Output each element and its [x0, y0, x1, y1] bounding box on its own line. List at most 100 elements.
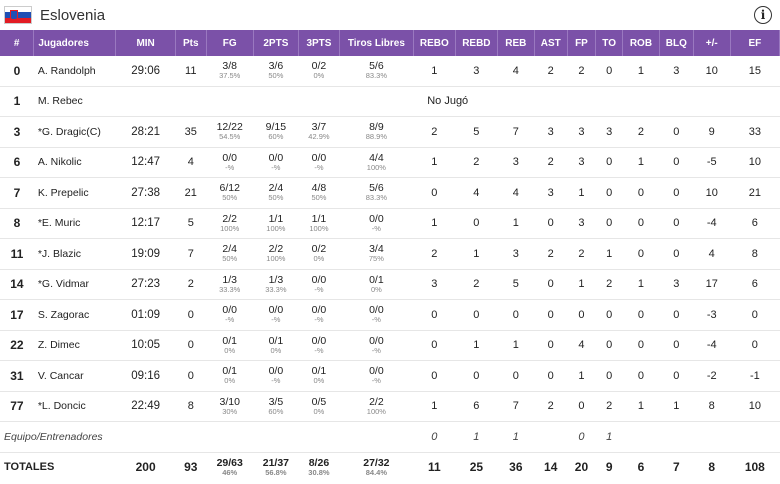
percentage: 60%	[268, 406, 284, 416]
made-attempted: 6/12	[219, 182, 240, 195]
stat-ef	[730, 421, 780, 453]
column-header[interactable]: REB	[497, 30, 535, 56]
stat-reb: 4	[497, 56, 535, 87]
column-header[interactable]: TO	[595, 30, 623, 56]
player-row[interactable]: 22 Z. Dimec 10:05 0 0/1 0% 0/1 0% 0/0 -% 0/0 -% 0 1 1 0…	[0, 330, 780, 361]
player-name: *G. Dragic(C)	[33, 116, 116, 148]
player-name: A. Randolph	[33, 56, 116, 87]
player-row[interactable]: 14 *G. Vidmar 27:23 2 1/3 33.3% 1/3 33.3% 0/0 -% 0…	[0, 269, 780, 300]
stat-to: 0	[595, 360, 623, 392]
column-header[interactable]: Jugadores	[33, 30, 117, 56]
stat-blq: 0	[659, 330, 694, 361]
totals-row: TOTALES 200 93 29/63 46% 21/37 56.8% 8/26 30.8% 2…	[0, 452, 780, 482]
minutes: 29:06	[115, 56, 176, 87]
stat-fp: 2	[567, 238, 596, 270]
column-header[interactable]: REBD	[455, 30, 498, 56]
percentage: -%	[371, 376, 381, 386]
column-header[interactable]: AST	[534, 30, 568, 56]
player-row[interactable]: 31 V. Cancar 09:16 0 0/1 0% 0/0 -% 0/1 0% 0/0 -% 0 0 0…	[0, 360, 780, 392]
percentage: -%	[314, 315, 324, 325]
points: 11	[175, 56, 207, 87]
player-number: 3	[0, 116, 34, 148]
made-attempted: 0/1	[311, 365, 327, 378]
column-header[interactable]: EF	[730, 30, 780, 56]
percentage: 83.3%	[365, 193, 388, 203]
percentage: 33.3%	[219, 284, 241, 294]
percentage: 100%	[366, 406, 386, 416]
stat-pm: 17	[693, 269, 731, 300]
player-number: 14	[0, 269, 34, 300]
made-attempted: 0/0	[222, 151, 238, 164]
percentage: 84.4%	[365, 467, 388, 477]
minutes: 12:17	[115, 208, 176, 239]
stat-fp: 0	[567, 391, 596, 422]
column-header[interactable]: REBO	[413, 30, 456, 56]
stat-ast: 3	[534, 116, 568, 148]
player-row[interactable]: 77 *L. Doncic 22:49 8 3/10 30% 3/5 60% 0/5 0% 2/2 1…	[0, 391, 780, 422]
percentage: -%	[271, 315, 281, 325]
made-attempted: 0/0	[222, 304, 238, 317]
percentage: 100%	[266, 223, 286, 233]
stat-rob: 0	[622, 360, 660, 392]
column-header[interactable]: MIN	[115, 30, 176, 56]
percentage: 50%	[222, 254, 238, 264]
stat-fp: 2	[567, 56, 596, 87]
percentage: 0%	[313, 376, 325, 386]
points: 0	[175, 299, 207, 331]
percentage: 42.9%	[308, 132, 330, 142]
column-header[interactable]: #	[0, 30, 35, 56]
column-header[interactable]: +/-	[693, 30, 731, 56]
minutes: 27:23	[115, 269, 176, 300]
total-rebo: 11	[427, 460, 441, 475]
percentage: 50%	[268, 71, 284, 81]
stat-ast: 2	[534, 391, 568, 422]
stat-blq: 0	[659, 238, 694, 270]
player-row[interactable]: 0 A. Randolph 29:06 11 3/8 37.5% 3/6 50% 0/2 0% 5/…	[0, 56, 780, 87]
total-rebd: 25	[469, 460, 484, 475]
column-header[interactable]: 3PTS	[298, 30, 340, 56]
made-attempted: 0/2	[311, 60, 327, 73]
percentage: -%	[371, 315, 381, 325]
column-header[interactable]: Tiros Libres	[339, 30, 414, 56]
total-rob: 6	[637, 460, 645, 475]
player-row[interactable]: 11 *J. Blazic 19:09 7 2/4 50% 2/2 100% 0/2 0% 3/4 7…	[0, 238, 780, 270]
made-attempted: 4/8	[311, 182, 327, 195]
percentage: 100%	[366, 162, 386, 172]
stat-fp: 3	[567, 147, 596, 178]
info-icon[interactable]: i	[754, 6, 772, 24]
team-header: Eslovenia i	[0, 0, 780, 30]
stat-blq	[659, 421, 694, 453]
player-row[interactable]: 7 K. Prepelic 27:38 21 6/12 50% 2/4 50% 4/8 50% 5/…	[0, 177, 780, 209]
player-number: 77	[0, 391, 34, 422]
column-header[interactable]: FP	[567, 30, 597, 56]
stat-fp: 0	[567, 299, 596, 331]
percentage: 37.5%	[219, 71, 241, 81]
column-header[interactable]: ROB	[622, 30, 660, 56]
staff-label: Equipo/Entrenadores	[0, 421, 414, 453]
stat-to: 0	[595, 177, 623, 209]
points: 35	[175, 116, 207, 148]
player-row[interactable]: 17 S. Zagorac 01:09 0 0/0 -% 0/0 -% 0/0 -% 0/0 -% 0 0…	[0, 299, 780, 331]
total-free-throws: 27/32 84.4%	[339, 452, 413, 482]
two-pointers: 0/1 0%	[253, 330, 299, 361]
box-score-table: # Jugadores MIN Pts FG 2PTS 3PTS Tiros Libres RE…	[0, 30, 780, 482]
slovenia-flag-icon	[4, 6, 32, 24]
made-attempted: 3/8	[222, 60, 238, 73]
column-header[interactable]: 2PTS	[253, 30, 299, 56]
player-row[interactable]: 8 *E. Muric 12:17 5 2/2 100% 1/1 100% 1/1 100% 0/0…	[0, 208, 780, 239]
field-goals: 12/22 54.5%	[206, 116, 254, 148]
column-header[interactable]: FG	[206, 30, 254, 56]
stat-ast: 0	[534, 330, 568, 361]
player-row[interactable]: 1 M. Rebec No Jugó	[0, 86, 780, 117]
made-attempted: 0/0	[268, 304, 284, 317]
free-throws: 0/1 0%	[339, 269, 414, 300]
stat-rebd: 3	[455, 56, 498, 87]
stat-ef: -1	[730, 360, 780, 392]
minutes: 09:16	[115, 360, 176, 392]
stat-rebo: 2	[413, 116, 456, 148]
player-name: Z. Dimec	[33, 330, 116, 361]
column-header[interactable]: BLQ	[659, 30, 694, 56]
player-row[interactable]: 3 *G. Dragic(C) 28:21 35 12/22 54.5% 9/15 60% 3/…	[0, 116, 780, 148]
player-row[interactable]: 6 A. Nikolic 12:47 4 0/0 -% 0/0 -% 0/0 -% 4/4 100% 1…	[0, 147, 780, 178]
column-header[interactable]: Pts	[175, 30, 207, 56]
